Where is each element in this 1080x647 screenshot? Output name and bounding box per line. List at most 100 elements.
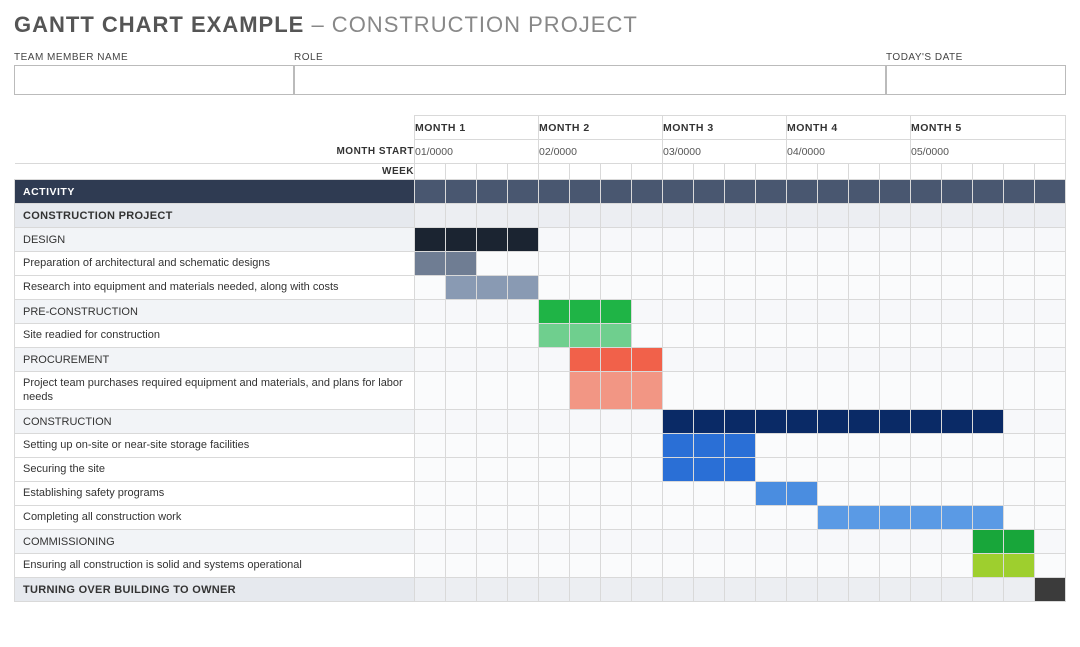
header-fields: TEAM MEMBER NAME ROLE TODAY'S DATE	[14, 52, 1066, 95]
gantt-cell	[601, 434, 632, 458]
gantt-bar-cell	[756, 410, 787, 434]
gantt-bar-cell	[973, 530, 1004, 554]
gantt-cell	[539, 554, 570, 578]
gantt-bar-cell	[539, 300, 570, 324]
gantt-cell	[787, 434, 818, 458]
gantt-cell	[663, 252, 694, 276]
gantt-cell	[477, 530, 508, 554]
gantt-cell	[632, 204, 663, 228]
gantt-cell	[973, 434, 1004, 458]
gantt-cell	[632, 506, 663, 530]
gantt-cell	[539, 228, 570, 252]
gantt-cell	[601, 506, 632, 530]
gantt-cell	[508, 458, 539, 482]
gantt-cell	[415, 506, 446, 530]
gantt-cell	[818, 300, 849, 324]
activity-header-cell	[787, 180, 818, 204]
gantt-cell	[663, 530, 694, 554]
activity-header-cell	[694, 180, 725, 204]
month-header: MONTH 1	[415, 116, 539, 140]
gantt-bar-cell	[415, 252, 446, 276]
gantt-cell	[632, 324, 663, 348]
activity-header-cell	[818, 180, 849, 204]
gantt-cell	[787, 348, 818, 372]
gantt-cell	[787, 458, 818, 482]
gantt-cell	[446, 300, 477, 324]
week-cell	[818, 164, 849, 180]
gantt-cell	[446, 204, 477, 228]
gantt-bar-cell	[570, 300, 601, 324]
gantt-cell	[632, 434, 663, 458]
gantt-bar-cell	[508, 276, 539, 300]
gantt-cell	[725, 348, 756, 372]
gantt-bar-cell	[973, 410, 1004, 434]
gantt-cell	[570, 530, 601, 554]
date-input[interactable]	[886, 65, 1066, 95]
gantt-cell	[663, 372, 694, 410]
week-cell	[415, 164, 446, 180]
role-input[interactable]	[294, 65, 886, 95]
gantt-cell	[849, 458, 880, 482]
gantt-cell	[508, 204, 539, 228]
team-member-input[interactable]	[14, 65, 294, 95]
gantt-cell	[508, 506, 539, 530]
gantt-cell	[1004, 458, 1035, 482]
activity-header-cell	[415, 180, 446, 204]
gantt-cell	[756, 372, 787, 410]
gantt-bar-cell	[446, 228, 477, 252]
phase-label: PRE-CONSTRUCTION	[15, 300, 415, 324]
gantt-cell	[539, 578, 570, 602]
gantt-cell	[694, 276, 725, 300]
gantt-cell	[880, 482, 911, 506]
activity-header-cell	[725, 180, 756, 204]
gantt-cell	[787, 324, 818, 348]
gantt-cell	[1004, 578, 1035, 602]
gantt-bar-cell	[601, 324, 632, 348]
gantt-cell	[415, 458, 446, 482]
gantt-cell	[756, 228, 787, 252]
gantt-cell	[446, 506, 477, 530]
gantt-bar-cell	[570, 324, 601, 348]
gantt-bar-cell	[446, 252, 477, 276]
team-member-label: TEAM MEMBER NAME	[14, 52, 294, 63]
gantt-cell	[539, 252, 570, 276]
week-cell	[756, 164, 787, 180]
gantt-cell	[880, 554, 911, 578]
week-cell	[911, 164, 942, 180]
week-cell	[880, 164, 911, 180]
gantt-cell	[818, 348, 849, 372]
gantt-cell	[880, 324, 911, 348]
gantt-cell	[818, 324, 849, 348]
gantt-cell	[725, 252, 756, 276]
gantt-cell	[601, 252, 632, 276]
gantt-cell	[477, 410, 508, 434]
gantt-cell	[632, 276, 663, 300]
gantt-cell	[1035, 482, 1066, 506]
activity-header-label: ACTIVITY	[15, 180, 415, 204]
gantt-cell	[1004, 482, 1035, 506]
gantt-cell	[477, 324, 508, 348]
gantt-cell	[973, 578, 1004, 602]
gantt-cell	[911, 578, 942, 602]
gantt-cell	[818, 554, 849, 578]
gantt-cell	[849, 300, 880, 324]
gantt-cell	[849, 348, 880, 372]
gantt-cell	[1035, 252, 1066, 276]
gantt-bar-cell	[539, 324, 570, 348]
gantt-bar-cell	[880, 410, 911, 434]
gantt-cell	[1035, 228, 1066, 252]
gantt-cell	[1004, 324, 1035, 348]
gantt-bar-cell	[663, 458, 694, 482]
gantt-cell	[818, 252, 849, 276]
gantt-cell	[911, 252, 942, 276]
activity-header-cell	[911, 180, 942, 204]
gantt-cell	[1004, 348, 1035, 372]
gantt-cell	[415, 348, 446, 372]
gantt-cell	[1004, 276, 1035, 300]
gantt-cell	[477, 458, 508, 482]
gantt-cell	[446, 434, 477, 458]
gantt-cell	[849, 482, 880, 506]
gantt-bar-cell	[725, 434, 756, 458]
gantt-cell	[539, 434, 570, 458]
gantt-cell	[725, 324, 756, 348]
